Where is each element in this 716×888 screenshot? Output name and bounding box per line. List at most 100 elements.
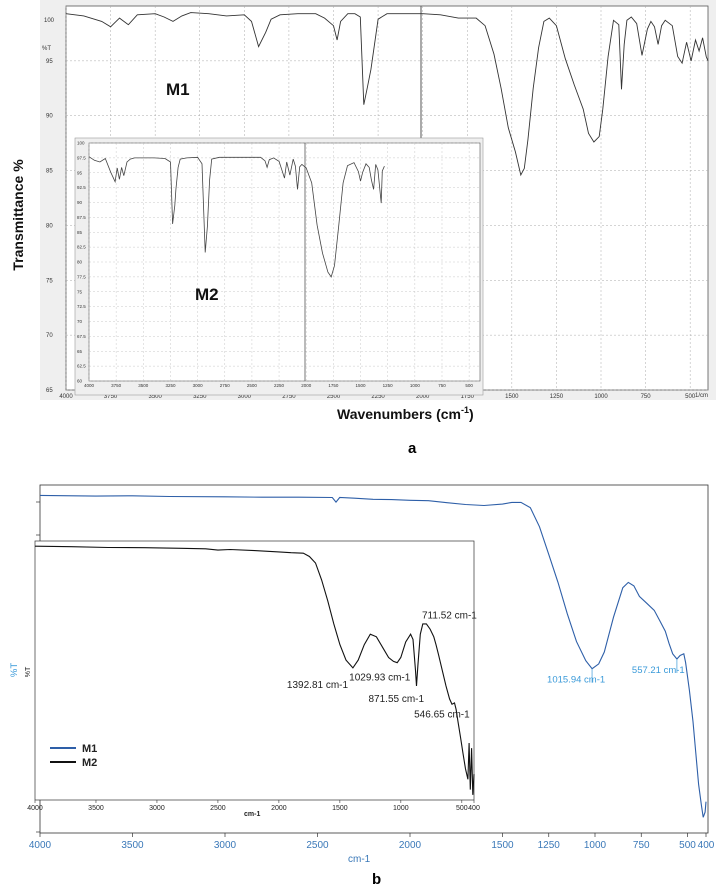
panel-a-unit-label: 1/cm — [695, 393, 708, 399]
panel-a-x-axis-label-main: Wavenumbers — [337, 406, 432, 422]
inset-y-tick-label: 62.5 — [77, 364, 86, 369]
inset-x-tick-label: 2000 — [301, 383, 312, 388]
panel-b-m2-line — [34, 545, 475, 795]
panel-a-x-axis-label-unit: (cm — [436, 406, 461, 422]
inset-y-tick-label: 85 — [77, 230, 83, 235]
legend-m2-label: M2 — [82, 757, 97, 769]
inset-x-tick-label: 3250 — [165, 383, 176, 388]
panel-a-y-ticks: 65 70 75 80 85 90 95 100 — [44, 18, 55, 394]
panel-a-caption: a — [408, 440, 417, 457]
inset-x-tick-label: 3000 — [149, 805, 165, 812]
panel-a-x-ticks: 4000 3750 3500 3250 3000 2750 2500 2250 2000 1750… — [59, 394, 696, 400]
inset-x-tick-label: 1000 — [393, 805, 409, 812]
inset-x-tick-label: 3500 — [138, 383, 149, 388]
inset-x-tick-label: 4000 — [84, 383, 95, 388]
m1-peak-label: 1015.94 cm-1 — [547, 675, 605, 686]
x-tick-label: 4000 — [29, 840, 52, 851]
inset-y-tick-label: 70 — [77, 319, 83, 324]
panel-a-pct-label: %T — [42, 46, 51, 52]
x-tick-label: 2250 — [371, 394, 385, 400]
y-tick-label: 75 — [46, 278, 53, 284]
x-tick-label: 1500 — [505, 394, 519, 400]
inset-x-tick-label: 1750 — [328, 383, 339, 388]
m2-peak-label: 871.55 cm-1 — [368, 694, 424, 705]
panel-b-inset-x-axis-label: cm-1 — [244, 811, 260, 818]
inset-x-tick-label: 500 — [465, 383, 473, 388]
panel-b-legend: M1 M2 — [50, 743, 97, 769]
panel-a-x-axis-label-close: ) — [469, 406, 474, 422]
x-tick-label: 3000 — [214, 840, 237, 851]
panel-a-x-axis-label-sup: -1 — [461, 405, 469, 415]
x-tick-label: 750 — [633, 840, 650, 851]
inset-y-tick-label: 75 — [77, 289, 83, 294]
inset-y-tick-label: 80 — [77, 260, 83, 265]
inset-x-tick-label: 2750 — [220, 383, 231, 388]
inset-y-tick-label: 100 — [77, 141, 85, 146]
panel-a-m1-label: M1 — [166, 80, 190, 99]
inset-x-tick-label: 2500 — [210, 805, 226, 812]
panel-a-inset-gridlines — [88, 142, 480, 382]
x-tick-label: 1250 — [538, 840, 561, 851]
inset-x-tick-label: 1500 — [356, 383, 367, 388]
m2-peak-label: 546.65 cm-1 — [414, 709, 470, 720]
inset-x-tick-label: 750 — [438, 383, 446, 388]
x-tick-label: 500 — [685, 394, 696, 400]
y-tick-label: 65 — [46, 388, 53, 394]
inset-x-tick-label: 3750 — [111, 383, 122, 388]
inset-x-tick-label: 3500 — [88, 805, 104, 812]
x-tick-label: 750 — [641, 394, 652, 400]
x-tick-label: 3250 — [193, 394, 207, 400]
inset-x-tick-label: 1000 — [410, 383, 421, 388]
y-tick-label: 95 — [46, 59, 53, 65]
inset-y-tick-label: 65 — [77, 349, 83, 354]
inset-x-tick-label: 2250 — [274, 383, 285, 388]
inset-x-tick-label: 1500 — [332, 805, 348, 812]
x-tick-label: 2500 — [306, 840, 329, 851]
m2-peak-label: 1392.81 cm-1 — [287, 680, 349, 691]
panel-b-m1-line — [39, 494, 707, 818]
x-tick-label: 1000 — [584, 840, 607, 851]
panel-a-x-axis-label: Wavenumbers (cm-1) — [337, 405, 474, 422]
inset-y-tick-label: 90 — [77, 200, 83, 205]
panel-a-m2-line — [88, 156, 385, 278]
x-tick-label: 1000 — [594, 394, 608, 400]
panel-b-caption: b — [372, 871, 381, 888]
legend-m1-label: M1 — [82, 743, 97, 755]
panel-b-inset-y-axis-label: %T — [25, 666, 32, 677]
x-tick-label: 3750 — [104, 394, 118, 400]
inset-y-tick-label: 82.5 — [77, 245, 86, 250]
x-tick-label: 3500 — [121, 840, 144, 851]
inset-x-tick-label: 2000 — [271, 805, 287, 812]
y-tick-label: 85 — [46, 169, 53, 175]
inset-y-tick-label: 87.5 — [77, 215, 86, 220]
inset-x-tick-label: 1250 — [383, 383, 394, 388]
panel-a-inset-y-ticks: 60 62.5 65 67.5 70 72.5 75 77.5 80 82.5 85 87.5 90 92… — [77, 141, 86, 384]
inset-y-tick-label: 95 — [77, 170, 83, 175]
inset-x-tick-label: 4000 — [27, 805, 43, 812]
x-tick-label: 400 — [698, 840, 715, 851]
x-tick-label: 2000 — [416, 394, 430, 400]
y-tick-label: 90 — [46, 114, 53, 120]
inset-x-tick-label: 400 — [468, 805, 480, 812]
x-tick-label: 3000 — [238, 394, 252, 400]
x-tick-label: 3500 — [148, 394, 162, 400]
m2-peak-label: 711.52 cm-1 — [422, 611, 477, 622]
x-tick-label: 1500 — [491, 840, 514, 851]
panel-a-inset-x-ticks: 4000 3750 3500 3250 3000 2750 2500 2250 2000 1750… — [84, 383, 473, 388]
x-tick-label: 2750 — [282, 394, 296, 400]
panel-b-x-axis-label: cm-1 — [348, 854, 371, 865]
panel-b-x-ticks: 4000 3500 3000 2500 2000 1500 1250 1000 750 500 40… — [29, 833, 715, 851]
x-tick-label: 1750 — [461, 394, 475, 400]
inset-y-tick-label: 67.5 — [77, 334, 86, 339]
y-tick-label: 100 — [44, 18, 55, 24]
panel-b-y-axis-label: %T — [9, 663, 20, 677]
x-tick-label: 2500 — [327, 394, 341, 400]
panel-b-inset-x-ticks: 4000 3500 3000 2500 2000 1500 1000 500 400 — [27, 800, 480, 812]
panel-a-y-axis-label: Transmittance % — [10, 159, 26, 271]
x-tick-label: 4000 — [59, 394, 73, 400]
panel-b-inset-plot — [34, 540, 475, 801]
inset-y-tick-label: 92.5 — [77, 185, 86, 190]
inset-y-tick-label: 72.5 — [77, 304, 86, 309]
